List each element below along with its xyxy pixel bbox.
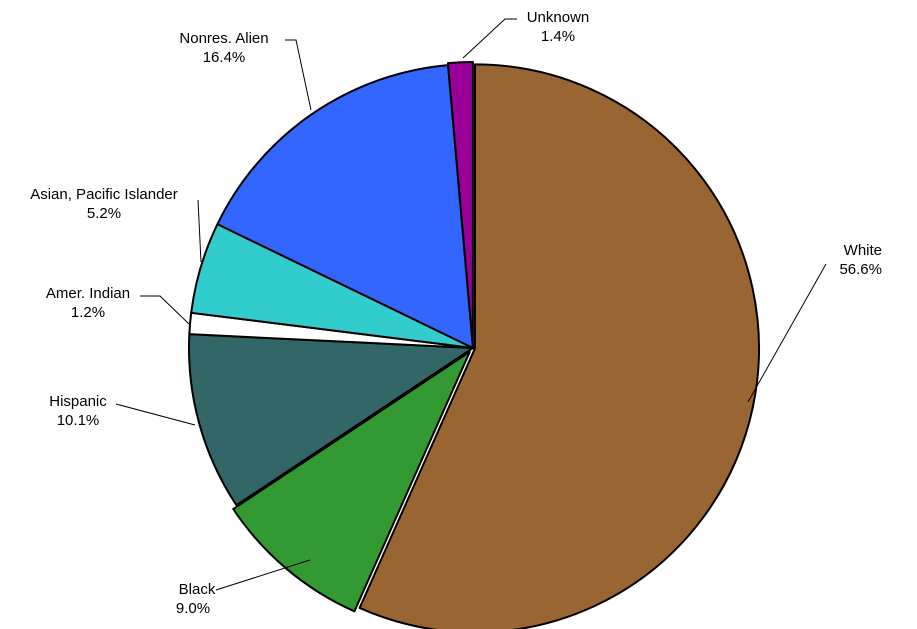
leader-line-asian-pacific-islander <box>197 199 202 263</box>
leader-lines <box>115 18 827 591</box>
pie-slice-unknown <box>446 61 474 348</box>
slice-percent-amer-indian: 1.2% <box>71 304 105 321</box>
pie-slice-nonres-alien <box>216 64 474 349</box>
pie-slice-hispanic <box>188 333 474 507</box>
slice-percent-unknown: 1.4% <box>541 28 575 45</box>
slice-name-asian-pacific-islander: Asian, Pacific Islander <box>30 186 178 203</box>
slice-name-nonres-alien: Nonres. Alien <box>179 30 268 47</box>
slice-name-hispanic: Hispanic <box>49 393 107 410</box>
leader-line-white <box>747 263 827 403</box>
slice-name-black: Black <box>179 581 216 598</box>
slice-percent-hispanic: 10.1% <box>57 412 100 429</box>
slice-name-white: White <box>844 242 882 259</box>
pie-slice-white <box>358 63 760 629</box>
slice-name-amer-indian: Amer. Indian <box>46 285 130 302</box>
leader-line-black <box>215 559 311 591</box>
slice-percent-black: 9.0% <box>176 600 210 617</box>
pie-slice-black <box>232 350 471 613</box>
leader-line-hispanic <box>115 403 196 426</box>
slice-labels: White 56.6% Black 9.0% Hispanic 10.1% Amer. In… <box>30 9 882 617</box>
leader-line-amer-indian <box>140 295 190 325</box>
slice-name-unknown: Unknown <box>527 9 590 26</box>
slice-percent-asian-pacific-islander: 5.2% <box>87 205 121 222</box>
leader-line-nonres-alien <box>285 39 312 111</box>
slice-percent-nonres-alien: 16.4% <box>203 49 246 66</box>
pie-slices <box>188 61 760 629</box>
leader-line-unknown <box>462 18 517 59</box>
slice-percent-white: 56.6% <box>839 261 882 278</box>
